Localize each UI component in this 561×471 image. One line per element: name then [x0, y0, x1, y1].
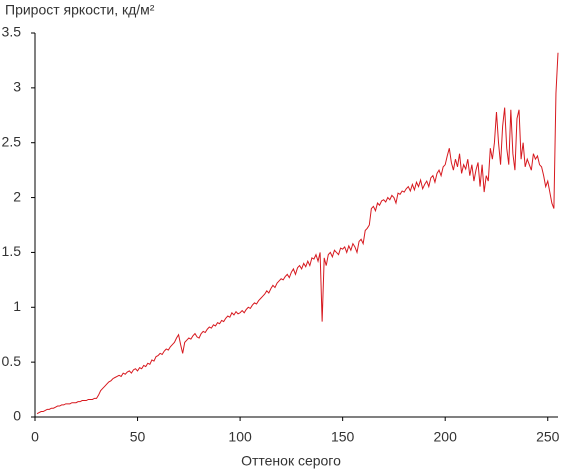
x-tick-label: 100 [228, 429, 252, 445]
y-tick-label: 2.5 [2, 133, 22, 149]
x-tick-label: 50 [130, 429, 146, 445]
y-tick-label: 1 [13, 298, 21, 314]
y-tick-label: 0.5 [2, 353, 22, 369]
y-tick-label: 1.5 [2, 243, 22, 259]
x-axis-label: Оттенок серого [241, 453, 341, 469]
x-tick-label: 150 [331, 429, 355, 445]
y-tick-label: 3 [13, 79, 21, 95]
x-tick-label: 200 [434, 429, 458, 445]
x-tick-label: 250 [536, 429, 560, 445]
chart-title: Прирост яркости, кд/м² [5, 2, 155, 18]
data-line [36, 52, 559, 415]
y-tick-label: 3.5 [2, 24, 22, 40]
x-tick-label: 0 [31, 429, 39, 445]
y-tick-label: 2 [13, 188, 21, 204]
y-tick-label: 0 [13, 408, 21, 424]
